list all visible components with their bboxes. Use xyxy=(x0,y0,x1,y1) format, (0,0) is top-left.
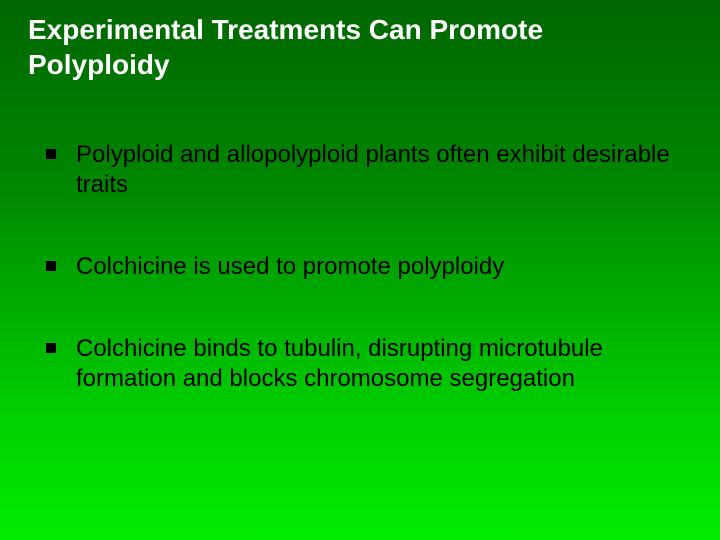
bullet-item: Colchicine binds to tubulin, disrupting … xyxy=(46,334,692,394)
bullet-item: Polyploid and allopolyploid plants often… xyxy=(46,140,692,200)
bullet-list: Polyploid and allopolyploid plants often… xyxy=(28,140,692,394)
slide: Experimental Treatments Can Promote Poly… xyxy=(0,0,720,540)
bullet-item: Colchicine is used to promote polyploidy xyxy=(46,252,692,282)
slide-title: Experimental Treatments Can Promote Poly… xyxy=(28,12,692,82)
